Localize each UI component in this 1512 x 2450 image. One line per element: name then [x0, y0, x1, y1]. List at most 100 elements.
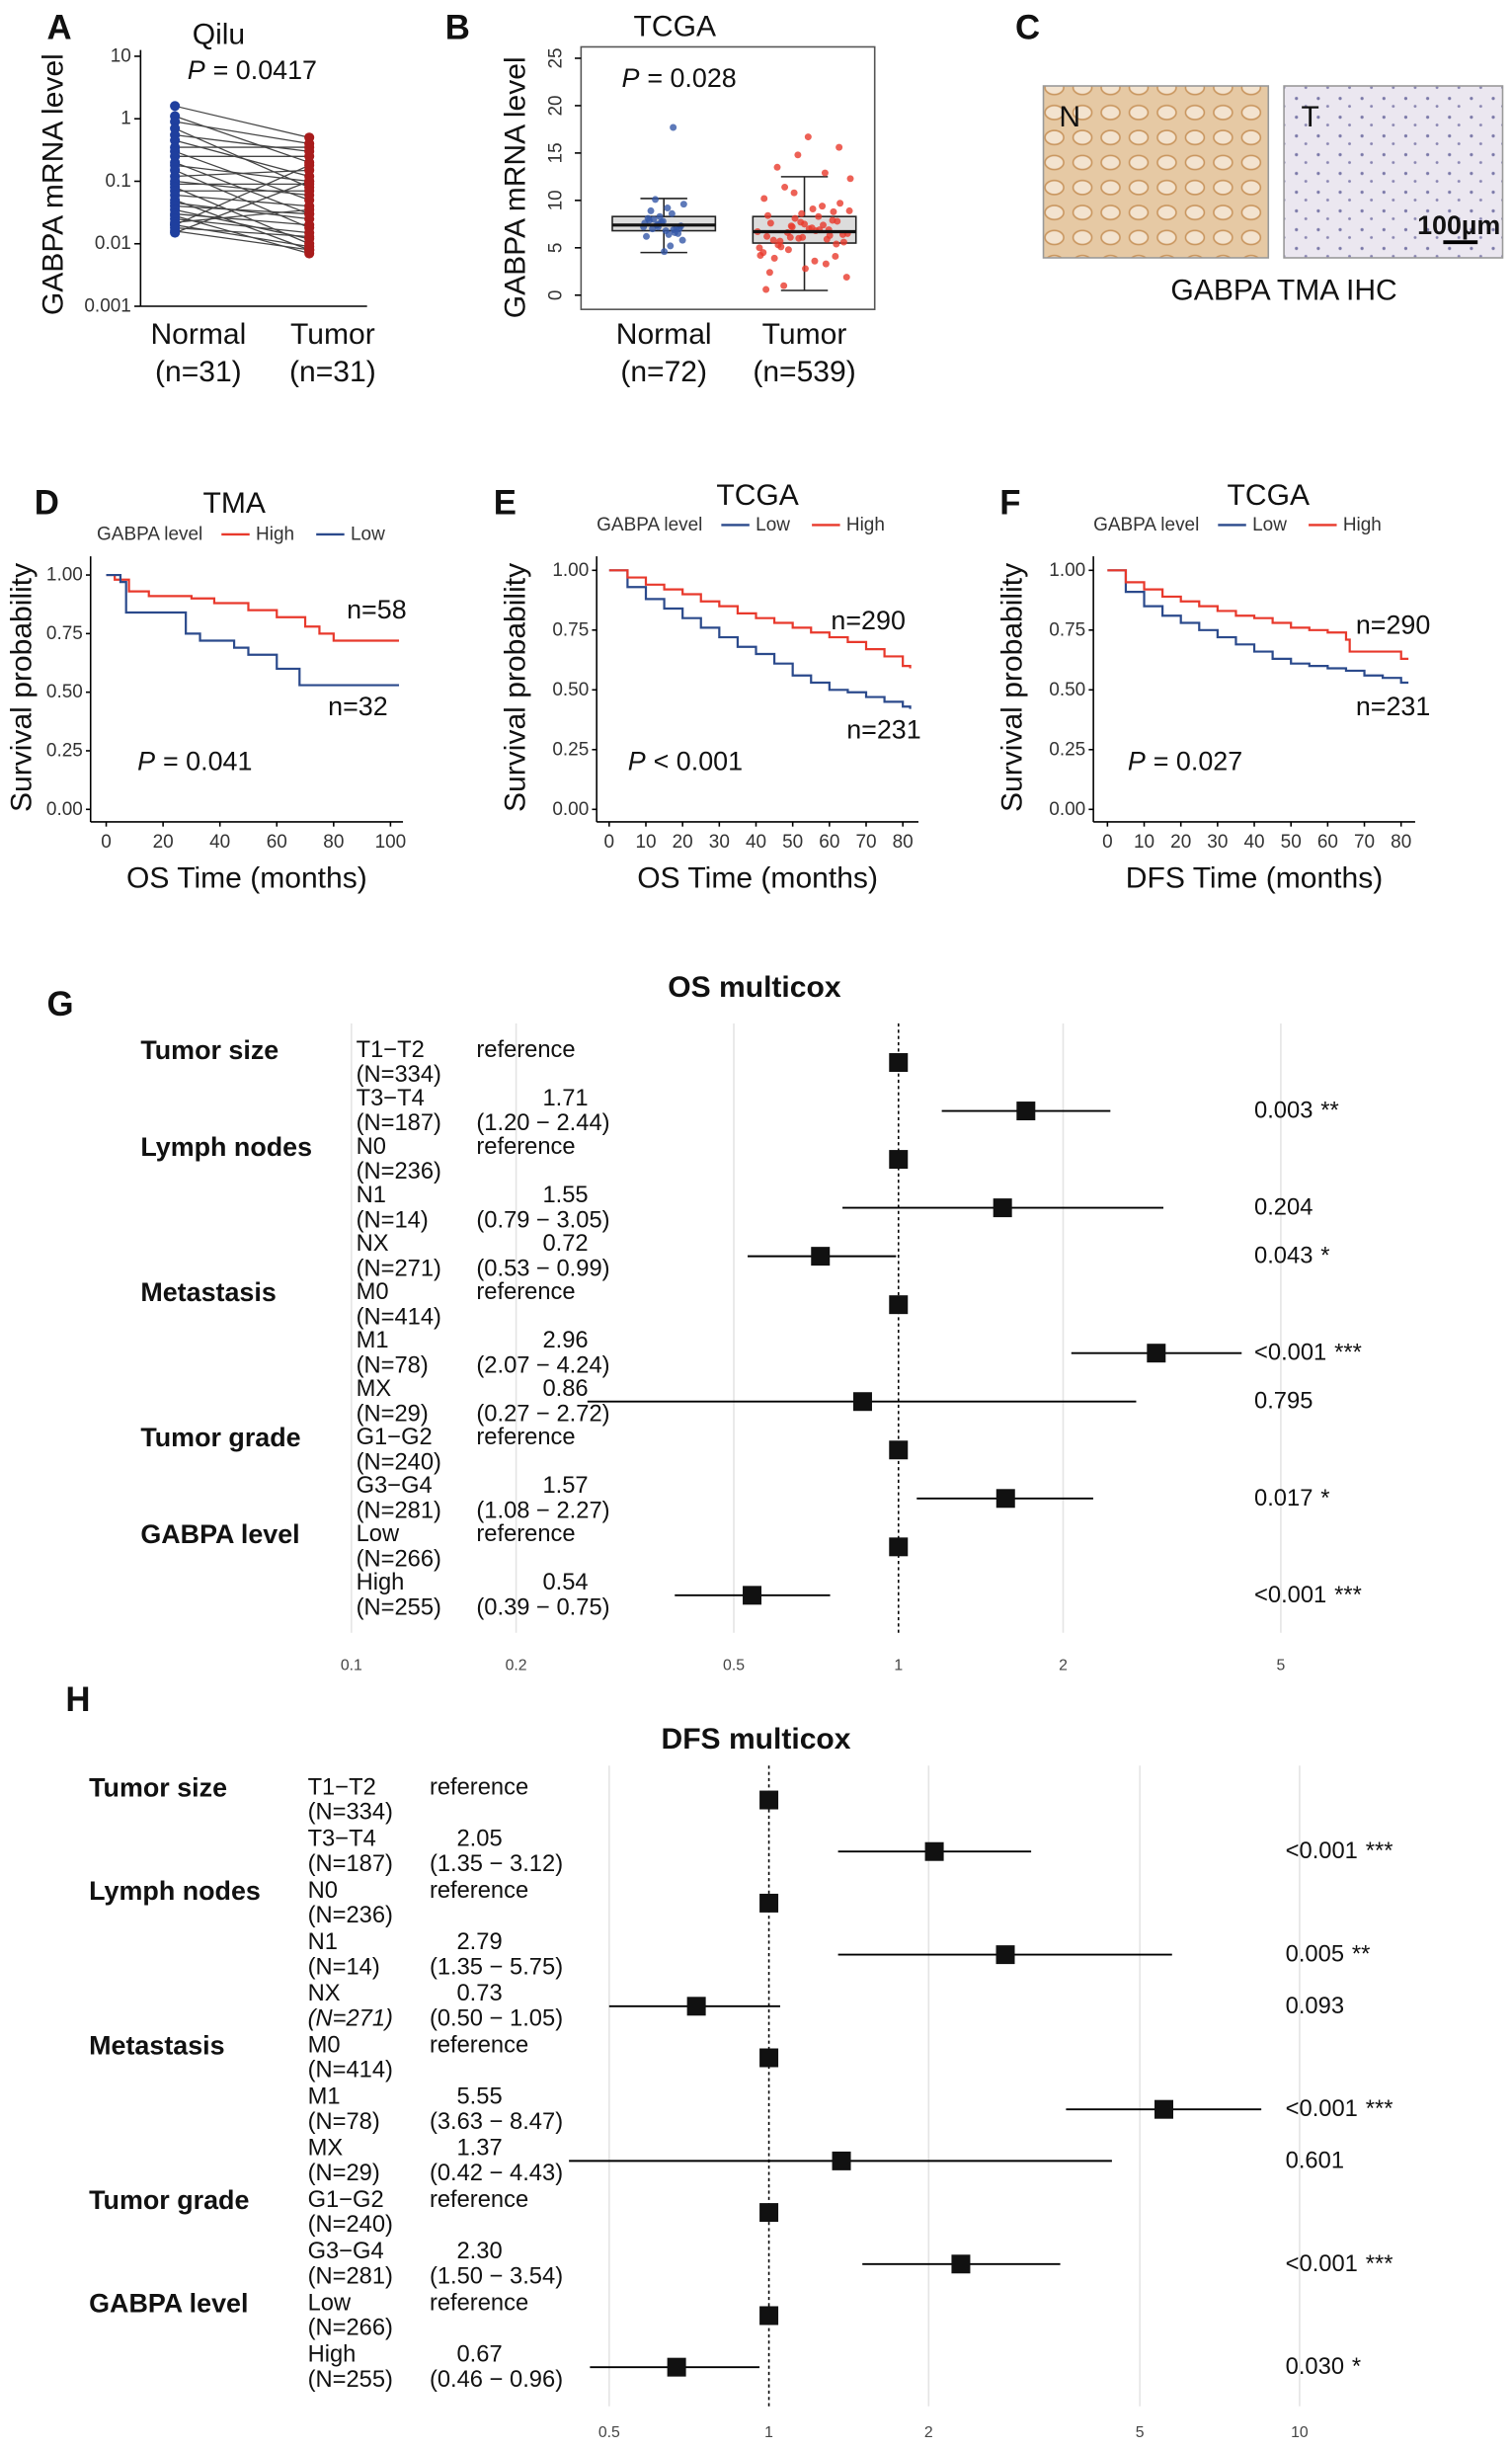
hr-marker	[686, 1997, 706, 2016]
hr-marker	[1016, 1102, 1036, 1121]
point	[777, 243, 785, 251]
n-label: (N=271)	[308, 2005, 393, 2031]
hr-marker	[759, 1893, 779, 1913]
y-tick-label: 10	[111, 45, 131, 66]
point	[845, 206, 853, 214]
point	[784, 246, 792, 254]
group-label: Metastasis	[140, 1277, 276, 1307]
x-tick-label: Tumor	[762, 318, 847, 351]
point	[762, 286, 770, 293]
x-tick-label: 20	[673, 832, 693, 853]
y-tick-label: 0.50	[46, 682, 83, 702]
y-tick-label: 0.00	[552, 799, 589, 820]
x-tick-label: 20	[1170, 832, 1191, 853]
y-tick-label: 0.75	[552, 619, 589, 640]
point	[836, 143, 843, 151]
n-label: (N=281)	[357, 1498, 441, 1523]
y-axis-label: GABPA mRNA level	[37, 53, 69, 315]
significance: **	[1352, 1942, 1370, 1968]
significance: ***	[1366, 2096, 1393, 2122]
level-label: N0	[308, 1878, 338, 1904]
level-label: NX	[308, 1981, 341, 2006]
pair-line	[174, 169, 310, 229]
p-value: 0.043	[1254, 1244, 1313, 1269]
legend-title: GABPA level	[597, 515, 702, 535]
level-label: G3−G4	[357, 1473, 433, 1499]
significance: ***	[1366, 1838, 1393, 1864]
plot-frame	[580, 45, 876, 310]
level-label: NX	[357, 1231, 389, 1257]
y-tick-label: 0.001	[84, 296, 130, 317]
point	[832, 252, 839, 260]
n-label: (N=334)	[357, 1062, 441, 1088]
group-label: Lymph nodes	[89, 1876, 261, 1906]
x-axis-label: OS Time (months)	[637, 861, 878, 894]
level-label: MX	[357, 1376, 392, 1402]
p-value: 0.017	[1254, 1486, 1313, 1511]
point	[676, 225, 683, 233]
point	[773, 163, 781, 171]
significance: *	[1352, 2354, 1361, 2380]
level-label: M1	[308, 2084, 341, 2110]
point	[649, 225, 657, 233]
hr-marker	[759, 1790, 779, 1810]
hr-label: 1.55	[542, 1183, 588, 1208]
hr-label: reference	[430, 2187, 528, 2213]
level-label: Low	[308, 2290, 352, 2316]
n-label: (N=78)	[308, 2109, 380, 2135]
p-text: = 0.041	[163, 746, 252, 776]
x-tick-label: 30	[1207, 832, 1228, 853]
hr-marker	[951, 2254, 971, 2274]
x-tick-label: 10	[1291, 2424, 1309, 2441]
p-text: = 0.0417	[213, 55, 317, 85]
hr-label: 0.67	[456, 2342, 502, 2368]
x-tick-label: 10	[635, 832, 656, 853]
pair-line	[174, 105, 310, 138]
x-tick-label: 1	[894, 1658, 903, 1674]
level-label: High	[308, 2342, 357, 2368]
hr-marker	[993, 1198, 1012, 1218]
hr-marker	[889, 1295, 909, 1315]
point	[836, 200, 844, 207]
pair-line	[175, 230, 310, 251]
ci-label: (1.20 − 2.44)	[476, 1110, 609, 1136]
n-label: (N=266)	[308, 2316, 393, 2341]
hr-label: reference	[476, 1279, 575, 1305]
y-tick-label: 1	[120, 109, 131, 129]
legend-title: GABPA level	[97, 524, 202, 544]
x-tick-label: 70	[1354, 832, 1375, 853]
pair-line	[175, 217, 310, 234]
dot	[304, 204, 315, 215]
hr-label: reference	[430, 1878, 528, 1904]
pair-line	[175, 180, 310, 197]
hr-label: 1.37	[456, 2136, 502, 2162]
point	[819, 203, 827, 210]
ci-label: (0.27 − 2.72)	[476, 1401, 609, 1427]
level-label: T1−T2	[308, 1774, 376, 1800]
hr-label: reference	[430, 2290, 528, 2316]
ci-label: (1.35 − 3.12)	[430, 1851, 563, 1877]
n-label: (N=187)	[357, 1110, 441, 1136]
p-value: 0.003	[1254, 1099, 1313, 1124]
x-tick-label: 2	[924, 2424, 933, 2441]
hr-label: 2.30	[456, 2239, 502, 2264]
level-label: G3−G4	[308, 2239, 384, 2264]
hr-label: 0.54	[542, 1570, 588, 1595]
point	[822, 260, 830, 268]
n-label: (N=29)	[357, 1401, 429, 1427]
x-tick-label: Normal	[150, 318, 246, 351]
level-label: G1−G2	[357, 1425, 433, 1450]
p-text: < 0.001	[654, 746, 743, 776]
significance: *	[1320, 1486, 1329, 1511]
p-text: = 0.028	[647, 63, 736, 93]
pair-line	[174, 150, 310, 202]
x-tick-label: 0	[1102, 832, 1113, 853]
point	[664, 204, 672, 212]
p-symbol: P	[1128, 746, 1146, 776]
level-label: High	[357, 1570, 405, 1595]
point	[795, 234, 803, 242]
panel-label: C	[1015, 9, 1040, 46]
hr-label: reference	[476, 1037, 575, 1063]
point	[671, 228, 678, 236]
p-value: <0.001	[1254, 1583, 1326, 1608]
